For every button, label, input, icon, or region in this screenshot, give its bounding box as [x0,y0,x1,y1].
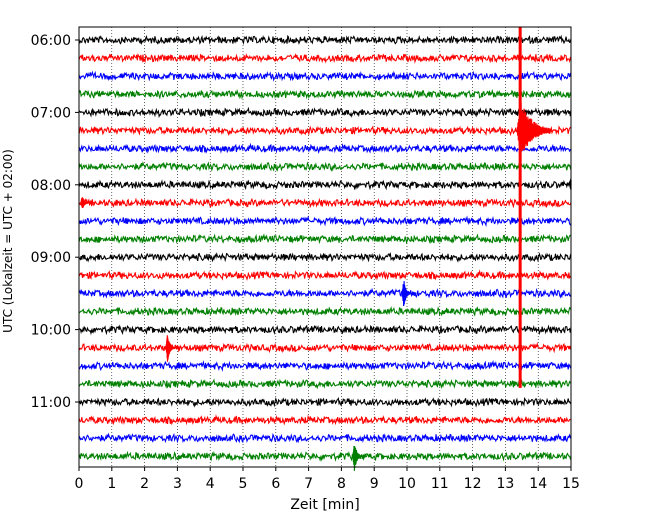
y-axis-label: UTC (Lokalzeit = UTC + 02:00) [1,149,15,333]
y-tick-label: 06:00 [31,33,71,49]
y-tick-label: 09:00 [31,250,71,266]
y-tick-label: 08:00 [31,178,71,194]
trace-line [78,142,572,154]
x-tick-label: 4 [206,476,215,492]
y-tick-label: 07:00 [31,105,71,121]
trace-line [78,88,572,100]
y-axis: 06:00 07:00 08:00 09:00 10:00 11:00 [31,33,79,411]
seismic-traces [78,34,572,463]
trace-line [78,70,572,82]
event-burst [352,445,368,471]
x-tick-label: 6 [271,476,280,492]
trace-line [78,34,572,46]
trace-line [78,396,572,408]
x-tick-label: 13 [496,476,514,492]
trace-line [78,233,572,245]
trace-line [78,269,572,281]
x-tick-label: 0 [75,476,84,492]
x-tick-label: 12 [464,476,482,492]
plot-frame [78,26,572,468]
x-tick-label: 10 [398,476,416,492]
y-tick-label: 10:00 [31,323,71,339]
x-tick-label: 8 [337,476,346,492]
trace-line [78,215,572,228]
trace-line [78,359,572,372]
event-burst [516,102,552,158]
trace-line [78,179,572,191]
event-burst [165,335,181,362]
trace-line [78,305,572,317]
x-tick-label: 11 [431,476,449,492]
x-tick-label: 14 [529,476,547,492]
trace-line [78,450,572,463]
trace-line [78,197,572,209]
event-burst [80,197,95,209]
trace-line [78,52,572,64]
x-tick-label: 1 [107,476,116,492]
trace-line [78,287,572,299]
x-tick-label: 3 [173,476,182,492]
trace-line [78,160,572,172]
x-tick-label: 9 [370,476,379,492]
x-tick-label: 5 [239,476,248,492]
saturated-band [518,27,522,388]
x-tick-label: 2 [140,476,149,492]
x-tick-label: 15 [562,476,580,492]
trace-line [78,432,572,444]
trace-line [78,414,572,426]
trace-line [78,251,572,263]
trace-line [78,378,572,390]
trace-line [78,324,572,336]
grid-lines [111,27,539,467]
x-axis-label: Zeit [min] [290,497,359,513]
event-burst [401,281,417,306]
trace-line [78,125,572,137]
trace-line [78,341,572,354]
x-tick-label: 7 [304,476,313,492]
trace-line [78,106,572,119]
y-tick-label: 11:00 [31,395,71,411]
x-axis: 0 1 2 3 4 5 6 7 8 9 10 11 12 13 14 15 [75,467,580,492]
